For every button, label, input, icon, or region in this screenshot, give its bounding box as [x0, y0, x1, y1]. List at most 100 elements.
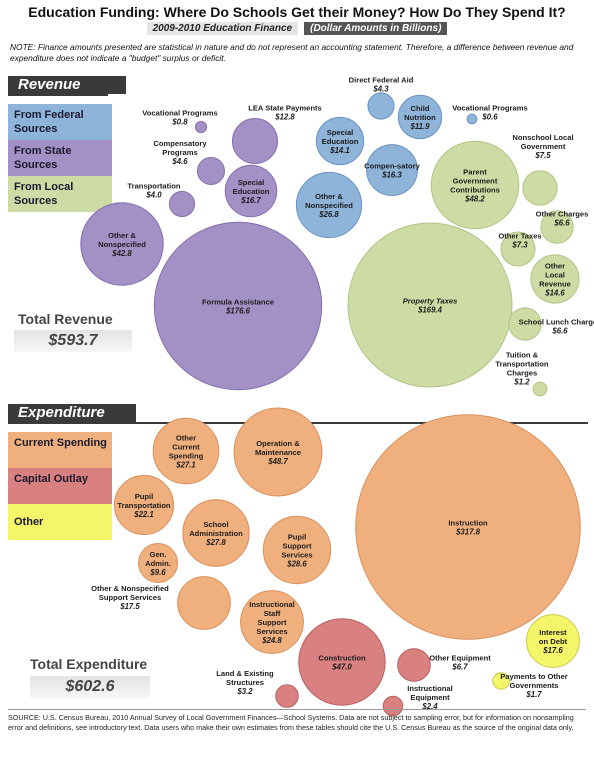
revenue-bubble-circle-11	[80, 202, 164, 286]
revenue-bubble-11: Other &Nonspecified$42.8	[80, 202, 164, 286]
expenditure-bubble-1: Operation &Maintenance$48.7	[233, 407, 323, 497]
expenditure-bubble-label-2: Transportation	[117, 501, 171, 510]
revenue-bubble-label-0: Direct Federal Aid	[349, 76, 414, 85]
revenue-bubble-value-15: $6.6	[553, 219, 570, 228]
revenue-bubble-label-20: Transportation	[495, 360, 549, 369]
revenue-bubble-label-10: Special	[238, 178, 265, 187]
legend-state: From State Sources	[8, 140, 112, 176]
legend-capital: Capital Outlay	[8, 468, 112, 504]
revenue-bubble-label-8: Programs	[162, 148, 197, 157]
revenue-bubble-label-13: Contributions	[450, 186, 500, 195]
revenue-bubble-0: Direct Federal Aid$4.3	[349, 76, 414, 120]
revenue-bubble-label-2: Vocational Programs	[452, 104, 527, 113]
legend-other: Other	[8, 504, 112, 540]
expenditure-bubble-label-11: Land & Existing	[216, 669, 274, 678]
expenditure-bubble-label-13: Interest	[539, 628, 567, 637]
revenue-bubble-9: Transportation$4.0	[127, 182, 196, 218]
revenue-bubble-label-20: Tuition &	[506, 351, 539, 360]
revenue-bubble-label-8: Compensatory	[153, 139, 207, 148]
revenue-divider	[8, 94, 108, 96]
revenue-bubble-value-2: $0.6	[481, 113, 498, 122]
revenue-bubble-15: Other Charges$6.6	[536, 210, 589, 244]
revenue-bubble-label-5: Nonspecified	[305, 201, 353, 210]
expenditure-bubble-value-2: $22.1	[133, 510, 154, 519]
expenditure-bubble-label-6: Support Services	[99, 593, 161, 602]
expenditure-bubble-9: Construction$47.0	[298, 618, 386, 706]
expenditure-bubble-label-8: Instruction	[448, 519, 488, 528]
legend-local: From Local Sources	[8, 176, 112, 212]
revenue-bubble-circle-1	[397, 94, 443, 140]
expenditure-bubble-value-10: $6.7	[451, 663, 468, 672]
expenditure-legend: Current Spending Capital Outlay Other	[8, 432, 112, 540]
revenue-bubble-label-1: Child	[411, 104, 430, 113]
revenue-bubble-12: Formula Assistance$176.6	[153, 221, 323, 391]
expenditure-bubble-value-11: $3.2	[236, 687, 253, 696]
expenditure-bubble-value-13: $17.6	[542, 646, 563, 655]
revenue-bubble-circle-2	[466, 113, 478, 125]
revenue-bubble-value-9: $4.0	[145, 191, 162, 200]
source-divider	[8, 709, 586, 710]
units-badge: (Dollar Amounts in Billions)	[304, 22, 448, 35]
expenditure-bubble-label-13: on Debt	[539, 637, 568, 646]
expenditure-bubble-circle-7	[240, 590, 304, 654]
revenue-bubble-4: Compen-satory$16.3	[364, 144, 421, 196]
expenditure-bubble-label-12: Instructional	[407, 684, 453, 693]
page-title: Education Funding: Where Do Schools Get …	[28, 4, 566, 20]
expenditure-bubble-label-2: Pupil	[135, 492, 154, 501]
revenue-bubble-label-19: School Lunch Charges	[519, 318, 594, 327]
revenue-bubble-value-11: $42.8	[111, 249, 132, 258]
legend-federal: From Federal Sources	[8, 104, 112, 140]
revenue-bubble-value-3: $14.1	[329, 146, 350, 155]
revenue-bubble-value-12: $176.6	[225, 307, 251, 316]
expenditure-bubble-label-1: Operation &	[256, 439, 300, 448]
revenue-bubble-label-15: Other Charges	[536, 210, 589, 219]
total-expenditure-label: Total Expenditure	[30, 656, 148, 672]
expenditure-bubble-label-12: Equipment	[410, 693, 450, 702]
expenditure-bubble-circle-1	[233, 407, 323, 497]
expenditure-bubble-label-6: Other & Nonspecified	[91, 584, 169, 593]
expenditure-bubble-value-9: $47.0	[331, 663, 352, 672]
revenue-bubble-circle-13	[430, 140, 520, 230]
revenue-bubble-circle-15	[540, 210, 574, 244]
revenue-bubble-label-6: Vocational Programs	[142, 109, 217, 118]
revenue-bubble-6: Vocational Programs$0.8	[142, 109, 218, 134]
revenue-bubble-19: School Lunch Charges$6.6	[508, 307, 594, 341]
expenditure-bubble-circle-5	[137, 542, 179, 584]
expenditure-bubble-8: Instruction$317.8	[355, 414, 581, 640]
revenue-bubble-label-17: Revenue	[539, 280, 571, 289]
expenditure-bubble-label-7: Services	[256, 627, 287, 636]
expenditure-bubble-value-8: $317.8	[455, 528, 481, 537]
revenue-bubble-circle-7	[231, 117, 279, 165]
expenditure-bubble-label-5: Gen.	[150, 550, 167, 559]
revenue-bubble-value-5: $26.8	[318, 210, 339, 219]
subtitle-row: 2009-2010 Education Finance (Dollar Amou…	[0, 22, 594, 35]
revenue-bubble-value-10: $16.7	[240, 196, 261, 205]
expenditure-section-title: Expenditure	[8, 404, 136, 422]
expenditure-bubble-label-4: Support	[282, 542, 312, 551]
total-revenue-label: Total Revenue	[18, 311, 113, 327]
revenue-bubble-value-17: $14.6	[544, 289, 565, 298]
expenditure-bubble-label-3: Administration	[189, 529, 243, 538]
expenditure-bubble-value-3: $27.8	[205, 538, 226, 547]
revenue-bubble-value-8: $4.6	[171, 157, 188, 166]
expenditure-bubble-circle-11	[275, 684, 299, 708]
revenue-bubble-label-10: Education	[233, 187, 270, 196]
revenue-bubble-label-18: Property Taxes	[403, 297, 458, 306]
revenue-bubble-circle-20	[532, 381, 548, 397]
expenditure-bubble-label-14: Governments	[510, 681, 559, 690]
revenue-bubble-value-4: $16.3	[381, 171, 402, 180]
expenditure-bubble-10: Other Equipment$6.7	[397, 648, 491, 682]
expenditure-bubble-circle-14	[492, 672, 510, 690]
revenue-bubble-circle-4	[366, 144, 418, 196]
revenue-bubble-circle-8	[196, 156, 226, 186]
